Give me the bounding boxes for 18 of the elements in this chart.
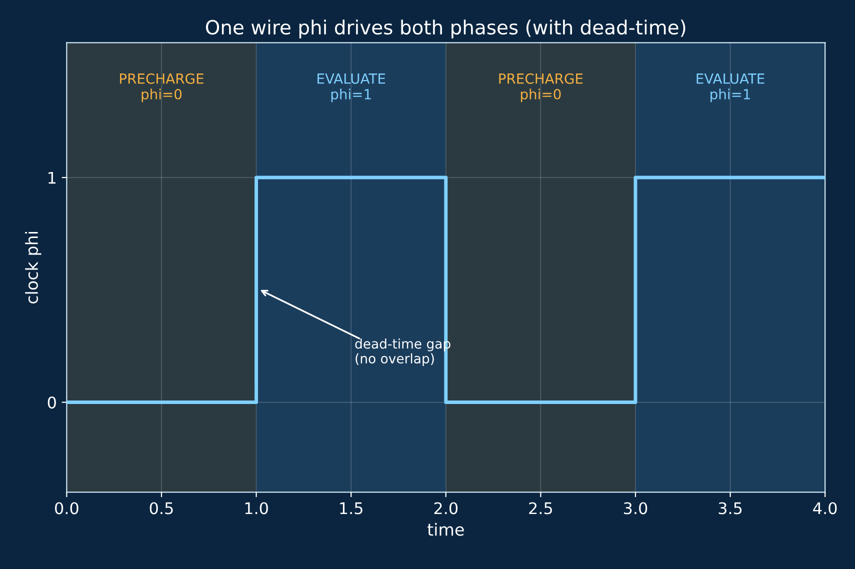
x-tick-label: 1.5 [340,502,362,514]
x-tick-label: 3.0 [624,502,648,514]
band-label: EVALUATE phi=1 [696,74,764,102]
x-tick-label: 1.0 [245,502,268,514]
chart-title: One wire phi drives both phases (with dead-time) [206,20,686,38]
band-label: PRECHARGE phi=0 [120,73,204,102]
band-label: EVALUATE phi=1 [318,74,386,102]
x-tick-label: 0.5 [150,502,173,514]
x-tick-label: 0.0 [55,502,78,514]
x-tick-label: 4.0 [813,502,837,514]
y-tick-label: 1 [48,172,56,184]
x-tick-label: 2.5 [529,502,552,514]
x-tick-label: 3.5 [718,502,742,514]
band-label: PRECHARGE phi=0 [499,73,583,102]
y-tick-label: 0 [48,396,56,409]
x-tick-label: 2.0 [434,502,458,514]
x-axis-title: time [428,522,464,536]
y-axis-title: clock phi [25,232,42,304]
